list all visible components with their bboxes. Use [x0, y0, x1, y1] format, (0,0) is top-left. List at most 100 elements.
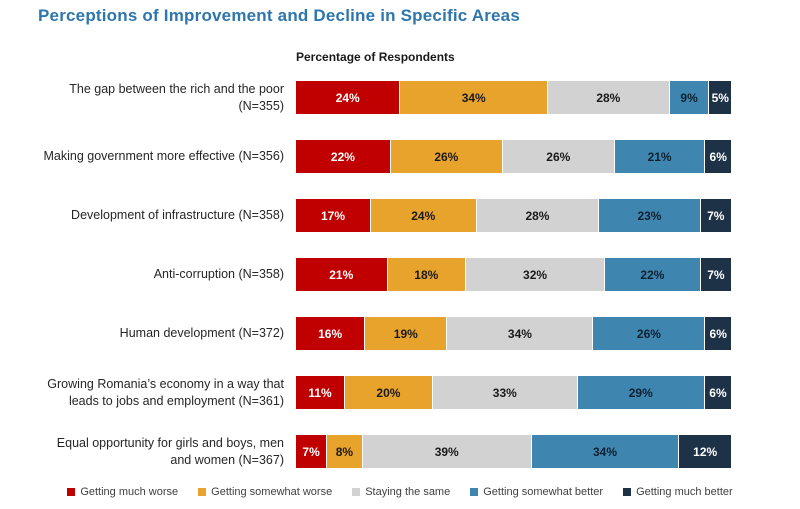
axis-label: Percentage of Respondents [296, 50, 455, 64]
bar-value-label: 28% [596, 90, 621, 105]
bar-value-label: 39% [434, 444, 459, 459]
category-label: Human development (N=372) [119, 326, 284, 341]
bar-value-label: 5% [711, 90, 729, 105]
bar-value-label: 28% [525, 208, 550, 223]
bar-value-label: 26% [546, 149, 571, 164]
bar-segment: 33% [431, 376, 577, 409]
bar-segment: 5% [708, 81, 732, 114]
chart-row: Making government more effective (N=356)… [38, 127, 731, 186]
bar-segment: 18% [386, 258, 466, 291]
legend-item: Getting much worse [67, 486, 178, 498]
bar-segment: 7% [296, 435, 327, 468]
category-label: Anti-corruption (N=358) [153, 267, 284, 282]
stacked-bar: 24% 34% 28% 9% 5% [296, 81, 732, 114]
bar-segment: 32% [465, 258, 605, 291]
legend-label: Getting somewhat better [483, 486, 604, 498]
bar-value-label: 6% [709, 149, 727, 164]
bar-value-label: 32% [523, 267, 548, 282]
bar-segment: 26% [501, 140, 614, 173]
legend-label: Staying the same [365, 486, 451, 498]
chart-row: Equal opportunity for girls and boys, me… [38, 422, 732, 481]
bar-segment: 17% [296, 199, 371, 232]
bar-segment: 6% [704, 317, 732, 350]
bar-value-label: 33% [492, 385, 517, 400]
bar-value-label: 26% [636, 326, 661, 341]
bar-value-label: 34% [593, 444, 618, 459]
bar-value-label: 7% [707, 267, 725, 282]
bar-segment: 26% [389, 140, 502, 173]
bar-segment: 7% [699, 258, 731, 291]
bar-segment: 24% [370, 199, 476, 232]
bar-segment: 19% [364, 317, 447, 350]
legend-item: Getting much better [623, 486, 733, 498]
legend-swatch-icon [623, 488, 632, 496]
legend-label: Getting somewhat worse [211, 486, 333, 498]
bar-value-label: 24% [335, 90, 360, 105]
bar-value-label: 8% [335, 444, 354, 459]
bar-segment: 28% [475, 199, 599, 232]
category-label: Making government more effective (N=356) [43, 149, 284, 164]
bar-value-label: 24% [411, 208, 436, 223]
chart-row: The gap between the rich and the poor (N… [38, 68, 732, 127]
category-label: Development of infrastructure (N=358) [71, 208, 284, 223]
bar-value-label: 12% [693, 444, 718, 459]
stacked-bar: 11% 20% 33% 29% 6% [296, 376, 732, 409]
legend-swatch-icon [198, 488, 207, 496]
bar-value-label: 20% [376, 385, 401, 400]
bar-value-label: 17% [320, 208, 346, 223]
bar-segment: 7% [699, 199, 731, 232]
stacked-bar: 21% 18% 32% 22% 7% [296, 258, 731, 291]
bar-segment: 22% [296, 140, 390, 173]
stacked-bar: 17% 24% 28% 23% 7% [296, 199, 731, 232]
bar-value-label: 34% [507, 326, 532, 341]
chart-row: Human development (N=372) 16% 19% 34% 26% 6% [38, 304, 732, 363]
bar-value-label: 16% [318, 326, 343, 341]
legend: Getting much worse Getting somewhat worse… [0, 486, 800, 498]
legend-swatch-icon [470, 488, 479, 496]
bar-segment: 39% [361, 435, 531, 468]
bar-value-label: 21% [329, 267, 354, 282]
bar-value-label: 29% [628, 385, 653, 400]
bar-value-label: 26% [434, 149, 459, 164]
bar-value-label: 23% [637, 208, 662, 223]
bar-segment: 11% [296, 376, 344, 409]
bar-segment: 21% [613, 140, 705, 173]
bar-segment: 24% [296, 81, 400, 114]
bar-segment: 6% [704, 140, 731, 173]
bar-value-label: 19% [393, 326, 418, 341]
bar-segment: 6% [703, 376, 732, 409]
bar-value-label: 22% [330, 149, 355, 164]
legend-swatch-icon [67, 488, 76, 496]
chart-row: Anti-corruption (N=358) 21% 18% 32% 22% 7% [38, 245, 731, 304]
bar-segment: 23% [598, 199, 700, 232]
category-label: Growing Romania’s economy in a way that … [47, 377, 284, 408]
bar-value-label: 11% [308, 385, 332, 400]
bar-value-label: 7% [707, 208, 725, 223]
chart-row: Development of infrastructure (N=358) 17%… [38, 186, 731, 245]
chart-title: Perceptions of Improvement and Decline i… [38, 6, 520, 25]
stacked-bar: 16% 19% 34% 26% 6% [296, 317, 732, 350]
stacked-bar: 22% 26% 26% 21% 6% [296, 140, 731, 173]
category-label: Equal opportunity for girls and boys, me… [56, 436, 284, 467]
bar-segment: 21% [296, 258, 387, 291]
bar-value-label: 9% [680, 90, 698, 105]
bar-segment: 9% [668, 81, 709, 114]
legend-item: Getting somewhat better [470, 486, 603, 498]
chart-row: Growing Romania’s economy in a way that … [38, 363, 732, 422]
bar-value-label: 6% [709, 385, 727, 400]
bar-segment: 20% [343, 376, 432, 409]
bar-segment: 16% [296, 317, 365, 350]
bar-value-label: 6% [709, 326, 727, 341]
bar-value-label: 21% [647, 149, 672, 164]
legend-label: Getting much worse [80, 486, 179, 498]
bar-segment: 34% [399, 81, 547, 114]
bar-segment: 8% [326, 435, 362, 468]
bar-segment: 26% [592, 317, 705, 350]
bar-segment: 34% [446, 317, 593, 350]
legend-item: Getting somewhat worse [198, 486, 332, 498]
chart-rows: The gap between the rich and the poor (N… [38, 68, 732, 481]
bar-value-label: 18% [414, 267, 439, 282]
bar-value-label: 34% [461, 90, 486, 105]
legend-swatch-icon [352, 488, 361, 496]
legend-label: Getting much better [636, 486, 733, 498]
